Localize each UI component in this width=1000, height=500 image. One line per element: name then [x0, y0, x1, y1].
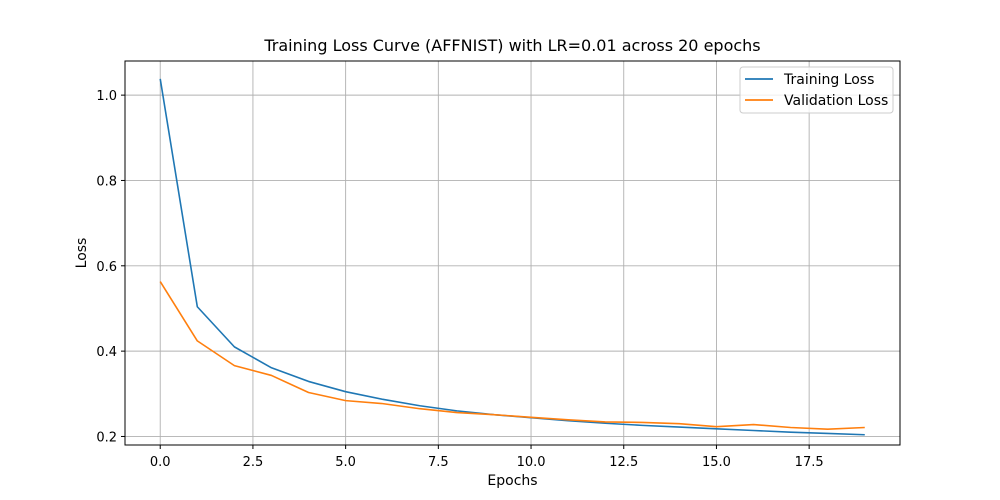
y-tick-label: 0.4: [96, 345, 117, 360]
grid: [125, 61, 900, 445]
y-tick-label: 0.8: [96, 174, 117, 189]
x-tick-label: 10.0: [517, 455, 546, 470]
validation-loss-line: [159, 281, 865, 431]
legend-box: [739, 66, 894, 114]
series-lines: [159, 78, 865, 436]
x-tick-label: 2.5: [243, 455, 264, 470]
y-axis-label: Loss: [74, 238, 90, 269]
x-tick-label: 5.0: [335, 455, 356, 470]
x-tick-label: 15.0: [702, 455, 731, 470]
y-tick-label: 0.2: [96, 430, 117, 445]
y-tick-label: 0.6: [96, 260, 117, 275]
x-tick-label: 12.5: [609, 455, 638, 470]
x-tick-label: 7.5: [428, 455, 449, 470]
plot-frame: [124, 60, 901, 446]
legend: Training Loss Validation Loss: [739, 66, 894, 114]
x-axis-label: Epochs: [487, 473, 537, 489]
validation-loss-legend-label: Validation Loss: [784, 93, 888, 109]
x-tick-label: 17.5: [795, 455, 824, 470]
chart-title: Training Loss Curve (AFFNIST) with LR=0.…: [263, 36, 760, 55]
y-tick-label: 1.0: [96, 89, 117, 104]
axis-ticks: 0.0 2.5 5.0 7.5 10.0 12.5 15.0 17.5 0.2 0.4 0.6 0.8…: [96, 89, 823, 470]
training-loss-legend-label: Training Loss: [783, 72, 874, 88]
x-tick-label: 0.0: [150, 455, 171, 470]
